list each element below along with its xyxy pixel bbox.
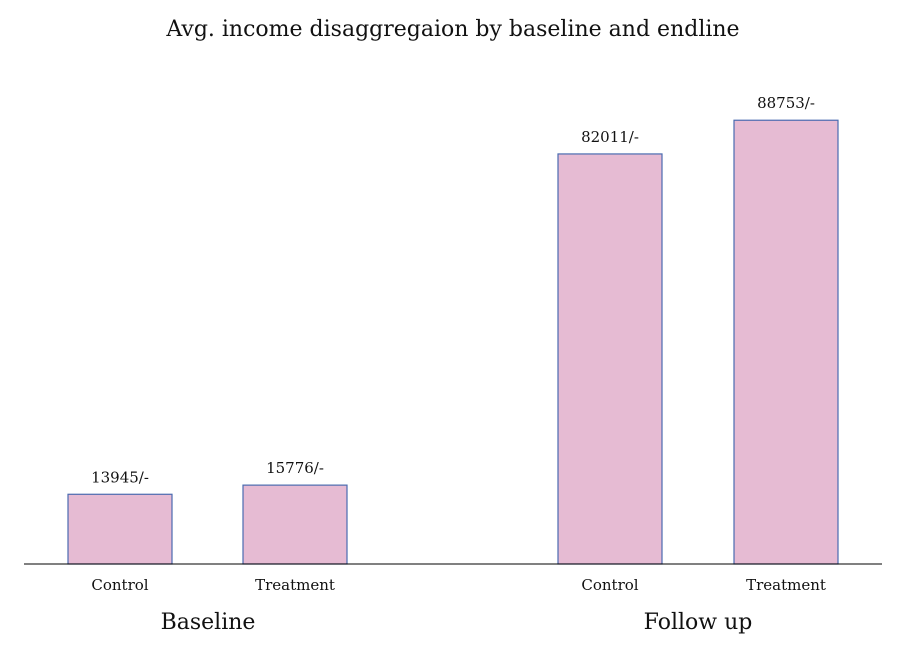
- group-label-follow-up: Follow up: [644, 610, 753, 635]
- bar-baseline-control: [67, 493, 173, 565]
- value-label-baseline-treatment: 15776/-: [266, 459, 324, 477]
- group-label-baseline: Baseline: [161, 610, 256, 635]
- bars-layer: [67, 119, 839, 565]
- bar-baseline-treatment: [242, 484, 348, 565]
- category-label-follow-up-treatment: Treatment: [746, 576, 826, 594]
- bar-follow-up-control: [557, 153, 663, 565]
- value-label-follow-up-control: 82011/-: [581, 128, 639, 146]
- value-label-follow-up-treatment: 88753/-: [757, 94, 815, 112]
- chart-title: Avg. income disaggregaion by baseline an…: [165, 17, 739, 42]
- bar-follow-up-treatment: [733, 119, 839, 565]
- labels-layer: 13945/- Control 15776/- Treatment Baseline 82…: [91, 94, 826, 635]
- category-label-baseline-treatment: Treatment: [255, 576, 335, 594]
- category-label-baseline-control: Control: [91, 576, 148, 594]
- value-label-baseline-control: 13945/-: [91, 468, 149, 486]
- category-label-follow-up-control: Control: [581, 576, 638, 594]
